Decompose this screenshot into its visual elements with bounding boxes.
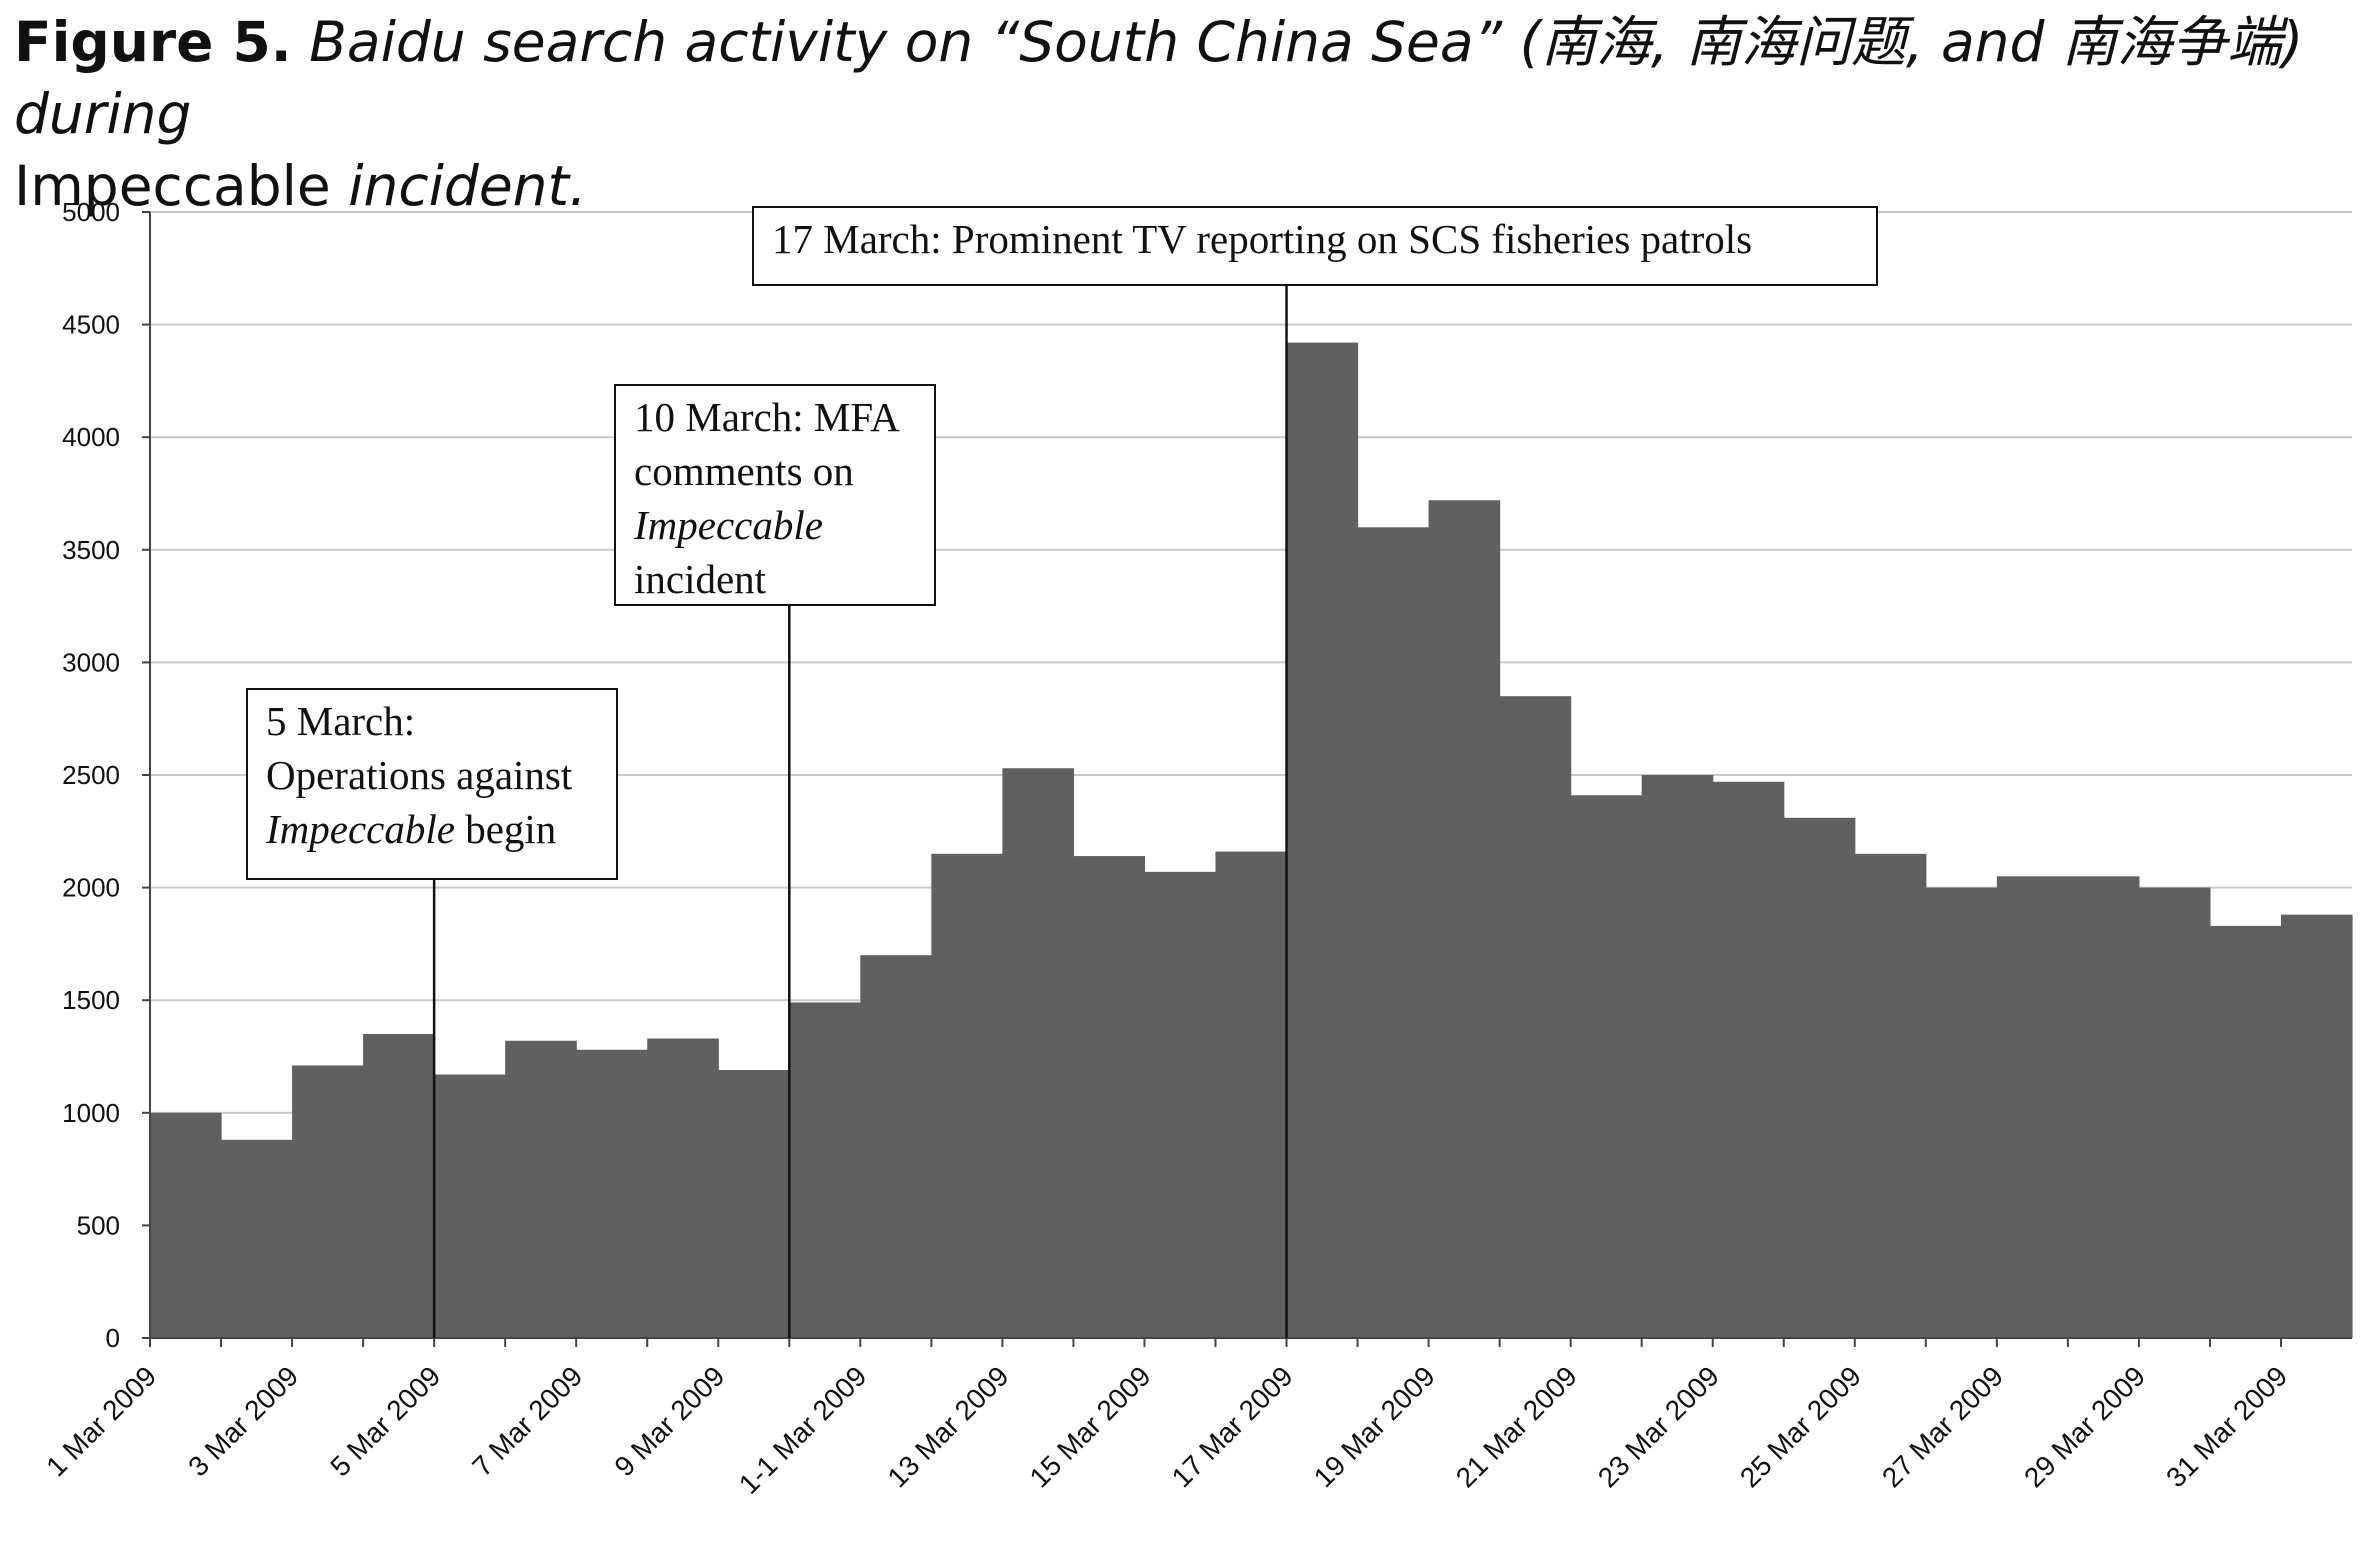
x-tick-label: 9 Mar 2009 <box>608 1360 730 1482</box>
bar <box>860 955 932 1338</box>
y-tick-label: 4500 <box>62 310 120 340</box>
y-tick-label: 1500 <box>62 985 120 1015</box>
annotation-italic-text: Impeccable <box>266 806 455 852</box>
figure-title-end: incident. <box>348 154 587 218</box>
annotation-text: 5 March: <box>266 698 416 744</box>
bar <box>2138 887 2211 1338</box>
annotation-lines <box>432 286 1288 1338</box>
x-tick-label: 31 Mar 2009 <box>2160 1360 2293 1493</box>
bar <box>1854 853 1927 1338</box>
annotation-line-text: Impeccable <box>634 498 916 552</box>
x-tick-label: 7 Mar 2009 <box>466 1360 588 1482</box>
y-tick-label: 1000 <box>62 1098 120 1128</box>
bar <box>1499 696 1572 1338</box>
y-tick-label: 3000 <box>62 647 120 677</box>
bar <box>1712 781 1785 1338</box>
figure-title-roman: Impeccable <box>14 154 331 218</box>
annotation-text: Operations against <box>266 752 573 798</box>
bar <box>789 1002 861 1338</box>
bar <box>1925 887 1998 1338</box>
bar <box>1144 871 1217 1338</box>
bar <box>1570 795 1643 1338</box>
x-tick-label: 17 Mar 2009 <box>1166 1360 1299 1493</box>
x-tick-label: 1-1 Mar 2009 <box>733 1360 873 1500</box>
bar <box>718 1070 790 1338</box>
bar <box>292 1065 364 1338</box>
x-tick-label: 15 Mar 2009 <box>1024 1360 1157 1493</box>
x-tick-label: 1 Mar 2009 <box>40 1360 162 1482</box>
x-tick-label: 25 Mar 2009 <box>1734 1360 1867 1493</box>
x-tick-label: 19 Mar 2009 <box>1308 1360 1441 1493</box>
y-tick-label: 3500 <box>62 535 120 565</box>
bar <box>931 853 1003 1338</box>
bar <box>1357 527 1430 1338</box>
annotation-line-text: comments on <box>634 444 916 498</box>
bar <box>2067 876 2140 1338</box>
annotation-text: comments on <box>634 448 854 494</box>
annotation-line-text: 5 March: <box>266 694 598 748</box>
bar <box>505 1040 577 1338</box>
bar <box>1002 768 1075 1338</box>
bar <box>1996 876 2069 1338</box>
figure-title-italic: Baidu search activity on “South China Se… <box>14 10 2304 146</box>
bar <box>2280 914 2353 1338</box>
bar <box>221 1139 293 1338</box>
bar <box>1286 342 1359 1339</box>
bar <box>1428 500 1501 1339</box>
annotation-text: incident <box>634 556 767 602</box>
y-tick-label: 2000 <box>62 873 120 903</box>
figure-label: Figure 5. <box>14 10 292 74</box>
annotation-italic-text: Impeccable <box>634 502 823 548</box>
bar <box>363 1033 435 1338</box>
y-tick-label: 5000 <box>62 197 120 227</box>
y-tick-label: 2500 <box>62 760 120 790</box>
annotation-line-text: Impeccable begin <box>266 802 598 856</box>
figure-caption: Figure 5. Baidu search activity on “Sout… <box>14 6 2354 222</box>
annotation-box: 10 March: MFA comments on Impeccable incide… <box>614 384 936 606</box>
bar <box>1641 775 1714 1338</box>
bar <box>576 1049 648 1338</box>
annotation-text: 17 March: Prominent TV reporting on SCS … <box>772 216 1753 262</box>
x-tick-label: 3 Mar 2009 <box>182 1360 304 1482</box>
y-tick-label: 500 <box>77 1210 120 1240</box>
bars <box>150 342 2353 1339</box>
annotation-line-text: 10 March: MFA <box>634 390 916 444</box>
y-tick-label: 4000 <box>62 422 120 452</box>
x-tick-label: 5 Mar 2009 <box>324 1360 446 1482</box>
x-tick-label: 27 Mar 2009 <box>1876 1360 2009 1493</box>
annotation-line-text: 17 March: Prominent TV reporting on SCS … <box>772 212 1858 266</box>
x-tick-label: 23 Mar 2009 <box>1592 1360 1725 1493</box>
bar <box>647 1038 719 1338</box>
x-tick-label: 29 Mar 2009 <box>2018 1360 2151 1493</box>
x-tick-label: 13 Mar 2009 <box>882 1360 1015 1493</box>
bar <box>2209 925 2282 1338</box>
bar <box>1073 856 1146 1338</box>
bar <box>150 1112 222 1338</box>
annotation-box: 5 March: Operations against Impeccable beg… <box>246 688 618 880</box>
x-tick-label: 21 Mar 2009 <box>1450 1360 1583 1493</box>
y-tick-label: 0 <box>106 1323 120 1353</box>
bar <box>1215 851 1288 1338</box>
bar <box>1783 817 1856 1338</box>
annotation-line-text: Operations against <box>266 748 598 802</box>
annotation-text: 10 March: MFA <box>634 394 900 440</box>
annotation-line-text: incident <box>634 552 916 606</box>
bar <box>434 1074 506 1338</box>
annotation-box: 17 March: Prominent TV reporting on SCS … <box>752 206 1878 286</box>
annotation-text: begin <box>454 806 557 852</box>
